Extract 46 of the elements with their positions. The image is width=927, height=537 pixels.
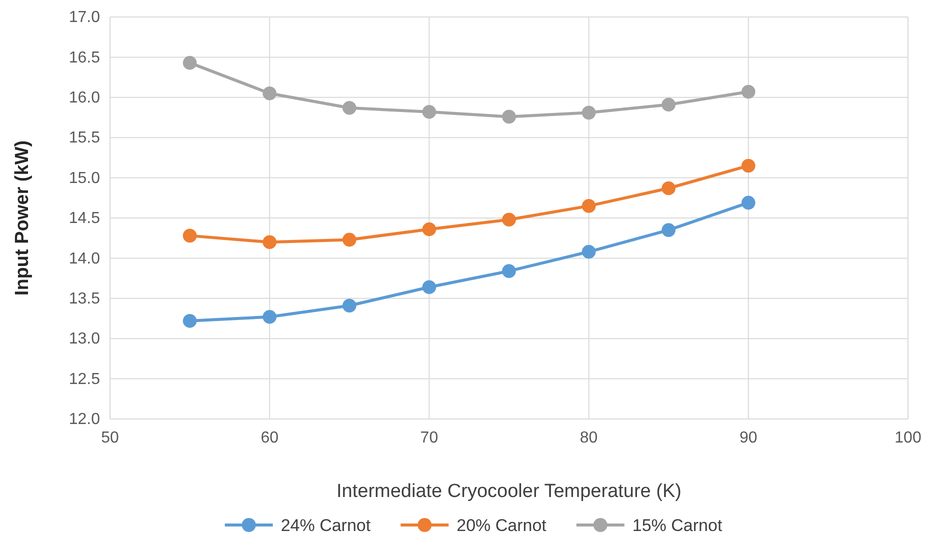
point [662,98,676,112]
point [741,196,756,210]
y-tick-label: 13.5 [68,290,100,308]
point [741,158,756,173]
y-tick-label: 16.0 [68,90,100,107]
x-tick-label: 100 [894,429,922,446]
y-tick-label: 13.0 [68,330,100,348]
point [662,181,676,196]
point [422,104,436,119]
x-tick-label: 50 [101,429,119,446]
point [502,212,516,227]
point [582,199,596,213]
point [422,280,436,294]
point [582,106,596,120]
y-tick-label: 12.0 [68,411,100,428]
point [502,110,516,124]
x-tick-label: 90 [740,429,758,446]
x-tick-label: 70 [420,429,438,446]
point [262,235,277,250]
y-tick-label: 15.5 [68,130,100,147]
point [182,314,197,328]
y-tick-label: 16.5 [68,49,100,66]
legend-label: 15% Carnot [632,516,722,535]
point [342,100,356,115]
x-tick-label: 60 [260,429,279,446]
point [262,310,277,324]
y-tick-label: 12.5 [68,370,100,388]
y-tick-label: 17.0 [68,9,100,26]
point [662,223,676,237]
point [262,86,277,100]
point [422,222,436,236]
point [342,232,356,247]
y-axis-title: Input Power (kW) [12,140,33,296]
point [342,298,356,313]
y-tick-label: 14.5 [68,210,100,228]
point [502,264,516,278]
y-tick-label: 14.0 [68,250,100,268]
legend-label: 20% Carnot [456,516,547,535]
point [182,228,197,243]
x-tick-label: 80 [580,429,598,446]
point [741,84,756,99]
point [182,56,197,70]
x-axis-title: Intermediate Cryocooler Temperature (K) [336,481,682,502]
y-tick-label: 15.0 [68,170,100,187]
point [582,244,596,259]
legend-label: 24% Carnot [280,516,371,535]
